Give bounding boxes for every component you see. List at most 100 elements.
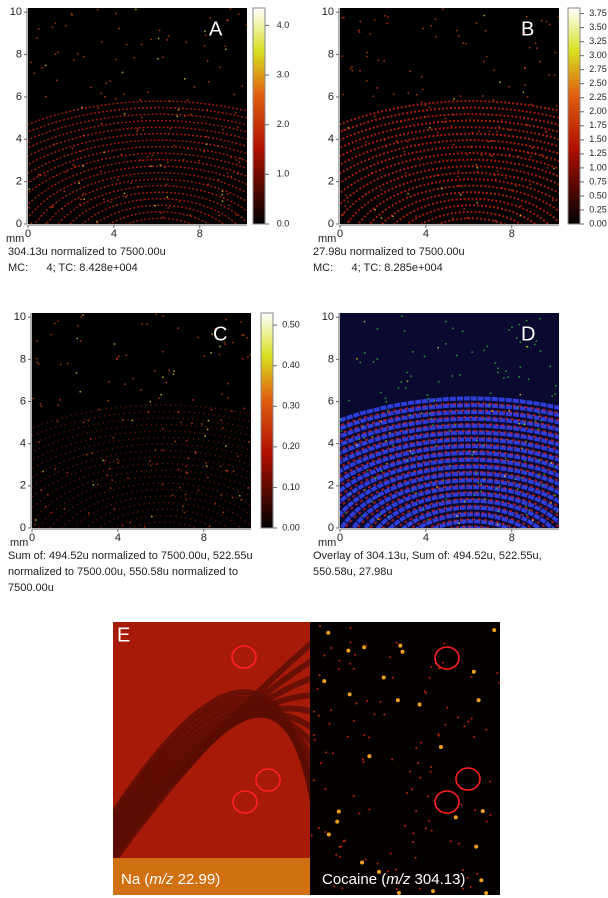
speck [409,70,412,73]
speck [391,676,394,679]
image-label-part: m/z [149,871,174,888]
speck [527,152,530,154]
speck [437,733,440,736]
speck [451,375,454,377]
speck [205,143,208,145]
speck [497,371,499,374]
speck [66,362,69,365]
speck [109,80,112,82]
speck [471,131,473,134]
speck [65,24,67,27]
colorbar-tick-label: 1.0 [277,169,290,179]
speck [443,642,446,645]
speck [522,91,525,93]
y-tick-label: 0 [16,218,22,230]
speck [427,519,429,521]
x-tick-label: 4 [111,228,117,240]
speck [550,502,552,504]
speck [338,659,341,662]
speck [113,343,116,345]
speck [437,380,440,383]
speck [149,464,152,467]
ridge [343,477,559,528]
speck [377,495,380,497]
speck [221,200,224,202]
speck [198,159,200,162]
speck [343,128,345,131]
speck [177,411,180,413]
speck [409,450,412,452]
speck [459,193,462,196]
speck [430,889,435,894]
speck [160,212,163,214]
speck [361,515,363,517]
speck [379,700,382,703]
image-label: Cocaine (m/z 304.13) [322,871,465,888]
speck [376,87,378,89]
speck [379,513,382,515]
speck [155,463,158,465]
speck [492,98,495,101]
speck [340,430,343,432]
speck [533,343,536,346]
ridge [108,211,211,224]
speck [524,32,526,34]
speck [383,713,386,716]
speck [364,858,367,861]
speck [463,107,465,109]
speck [343,16,345,19]
speck [154,449,157,451]
y-tick-label: 8 [328,48,334,60]
speck [499,485,501,487]
speck [208,81,210,83]
speck [554,494,556,497]
y-tick-label: 8 [328,353,334,365]
speck [504,475,506,477]
ridge [340,457,559,505]
speck [417,761,420,764]
speck [476,872,479,875]
speck [489,814,492,817]
x-tick-label: 4 [115,532,121,544]
speck [247,487,249,489]
speck [471,351,473,353]
speck [226,19,228,21]
speck [446,706,449,709]
speck [139,159,142,161]
speck [491,140,494,142]
speck [192,399,194,401]
speck [452,143,455,146]
speck [235,112,237,114]
speck [519,214,522,217]
y-tick-label: 4 [328,133,334,145]
speck [470,676,473,679]
speck [50,333,52,336]
speck [466,154,468,156]
speck [185,41,188,43]
speck [224,343,226,345]
speck [428,412,431,415]
caption-line: MC: 4; TC: 8.285e+004 [313,262,443,274]
speck [97,107,100,109]
speck [179,486,181,489]
speck [436,174,439,176]
speck [540,19,543,22]
speck [406,459,409,462]
speck [484,30,487,32]
image [340,8,559,224]
speck [409,770,412,773]
speck [474,844,479,849]
speck [516,407,519,409]
speck [476,167,479,169]
speck [383,60,385,62]
colorbar-tick-label: 2.75 [589,64,607,74]
ridge [28,126,247,157]
speck [406,371,408,374]
speck [458,184,461,187]
speck [457,842,460,845]
speck [537,428,539,430]
speck [339,856,342,859]
speck [494,362,497,364]
speck [480,809,485,814]
